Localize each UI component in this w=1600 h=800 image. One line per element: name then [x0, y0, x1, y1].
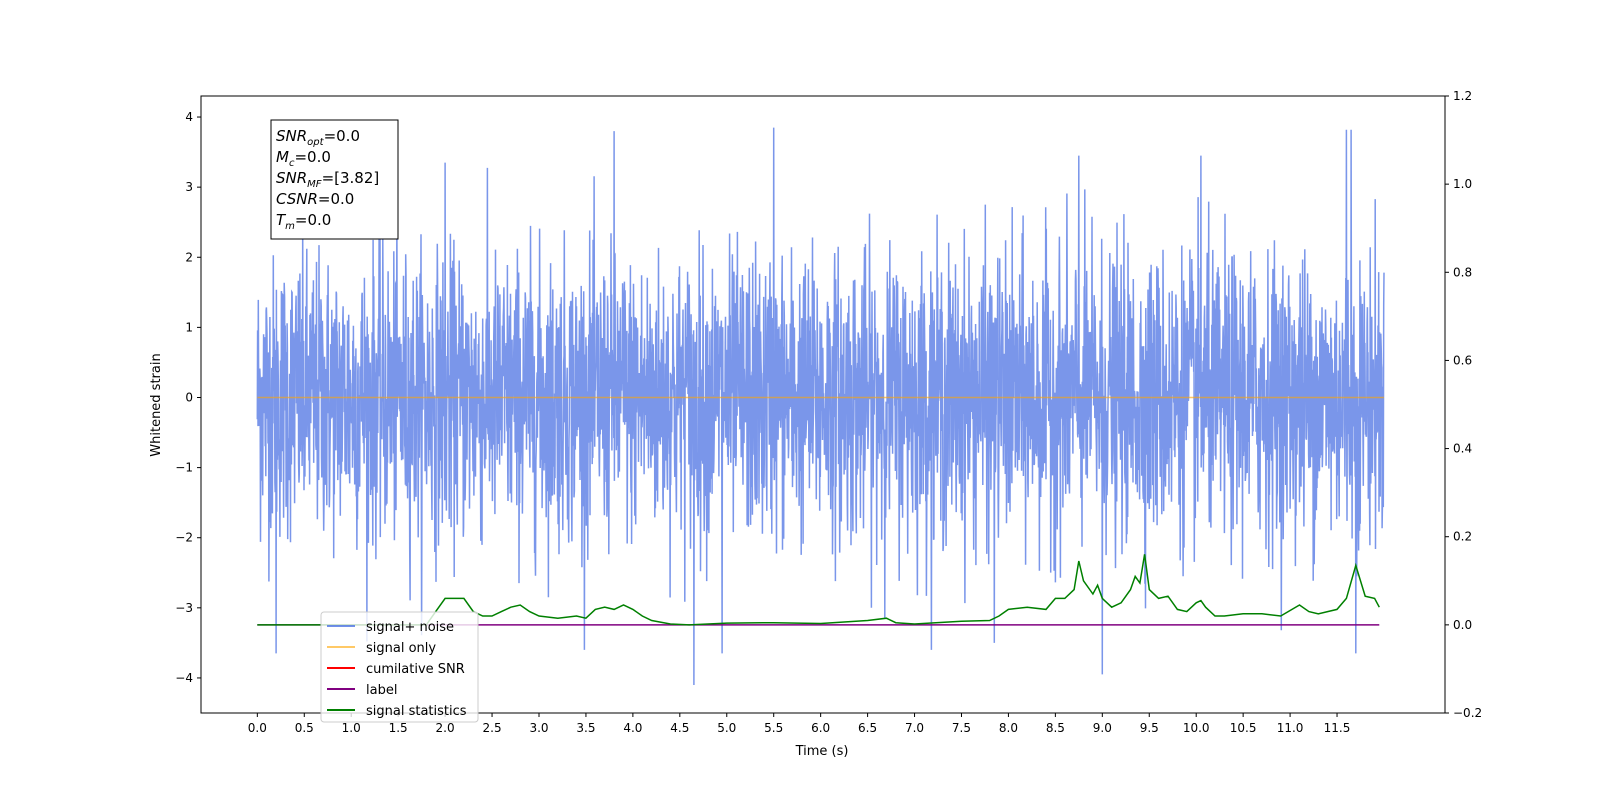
y-axis-label: Whitened strain [149, 353, 164, 456]
x-tick-label: 5.0 [717, 721, 736, 735]
y-axis-ticks: 4 3 2 1 0 −1 −2 −3 −4 [175, 110, 201, 685]
annotation-line: Tm=0.0 [276, 211, 331, 232]
annotation-subscript: c [289, 158, 295, 169]
y2-axis-ticks: 1.2 1.0 0.8 0.6 0.4 0.2 0.0 −0.2 [1445, 89, 1482, 720]
x-tick-label: 6.0 [811, 721, 830, 735]
signal-plus-noise-line [256, 127, 1385, 686]
annotation-symbol: CSNR [276, 190, 318, 208]
annotation-box: SNRopt=0.0Mc=0.0SNRMF=[3.82]CSNR=0.0Tm=0… [270, 119, 399, 240]
legend-label: signal only [366, 641, 436, 656]
annotation-value: =0.0 [324, 127, 360, 145]
annotation-subscript: MF [307, 179, 322, 190]
annotation-value: =0.0 [295, 211, 331, 229]
annotation-subscript: opt [307, 137, 324, 148]
y-tick-label: 2 [185, 250, 193, 264]
series-signal-plus-noise [256, 127, 1385, 686]
x-tick-label: 6.5 [858, 721, 877, 735]
annotation-value: =0.0 [294, 148, 330, 166]
x-tick-label: 7.0 [905, 721, 924, 735]
x-tick-label: 9.0 [1093, 721, 1112, 735]
y-tick-label: 4 [185, 110, 193, 124]
legend-frame [320, 611, 479, 723]
x-axis-label: Time (s) [795, 744, 849, 759]
y-tick-label: −4 [175, 671, 193, 685]
x-tick-label: 10.0 [1183, 721, 1210, 735]
legend: signal+ noise signal only cumilative SNR la… [320, 611, 479, 723]
legend-label: signal+ noise [366, 620, 454, 635]
x-tick-label: 11.5 [1324, 721, 1351, 735]
legend-label: signal statistics [366, 704, 467, 719]
x-axis-ticks: 0.0 0.5 1.0 1.5 2.0 2.5 3.0 3.5 4.0 4.5 5.0 5.5 6.0 6… [248, 713, 1351, 735]
annotation-value: =0.0 [318, 190, 354, 208]
x-tick-label: 8.5 [1046, 721, 1065, 735]
x-tick-label: 0.5 [295, 721, 314, 735]
x-tick-label: 7.5 [952, 721, 971, 735]
y2-tick-label: −0.2 [1453, 706, 1482, 720]
annotation-symbol: SNR [276, 169, 307, 187]
legend-label: label [366, 683, 397, 698]
y-tick-label: −2 [175, 531, 193, 545]
y-tick-label: −1 [175, 461, 193, 475]
x-tick-label: 5.5 [764, 721, 783, 735]
annotation-value: =[3.82] [322, 169, 380, 187]
signal-statistics-line [257, 554, 1380, 626]
annotation-symbol: SNR [276, 127, 307, 145]
annotation-box-frame [270, 119, 399, 240]
x-tick-label: 10.5 [1230, 721, 1257, 735]
annotation-line: SNRMF=[3.82] [276, 169, 379, 190]
x-tick-label: 3.5 [576, 721, 595, 735]
x-tick-label: 3.0 [529, 721, 548, 735]
annotation-symbol: M [276, 148, 289, 166]
x-tick-label: 2.0 [436, 721, 455, 735]
y2-tick-label: 1.2 [1453, 89, 1472, 103]
annotation-symbol: T [276, 211, 287, 229]
x-tick-label: 4.5 [670, 721, 689, 735]
y-tick-label: 1 [185, 320, 193, 334]
y2-tick-label: 0.4 [1453, 442, 1472, 456]
x-tick-label: 9.5 [1140, 721, 1159, 735]
x-tick-label: 8.0 [999, 721, 1018, 735]
annotation-line: SNRopt=0.0 [276, 127, 360, 148]
annotation-line: Mc=0.0 [276, 148, 331, 169]
y2-tick-label: 0.2 [1453, 530, 1472, 544]
axes-frame [200, 95, 1446, 714]
x-tick-label: 2.5 [483, 721, 502, 735]
y-tick-label: 0 [185, 390, 193, 404]
x-tick-label: 4.0 [623, 721, 642, 735]
x-tick-label: 1.0 [342, 721, 361, 735]
y2-tick-label: 0.6 [1453, 353, 1472, 367]
y2-tick-label: 0.8 [1453, 265, 1472, 279]
legend-label: cumilative SNR [366, 662, 465, 677]
series-signal-statistics [257, 554, 1380, 626]
y2-tick-label: 1.0 [1453, 177, 1472, 191]
annotation-subscript: m [285, 221, 295, 232]
y-tick-label: 3 [185, 180, 193, 194]
x-tick-label: 0.0 [248, 721, 267, 735]
annotation-line: CSNR=0.0 [276, 190, 354, 208]
x-tick-label: 11.0 [1277, 721, 1304, 735]
y2-tick-label: 0.0 [1453, 618, 1472, 632]
x-tick-label: 1.5 [389, 721, 408, 735]
y-tick-label: −3 [175, 601, 193, 615]
